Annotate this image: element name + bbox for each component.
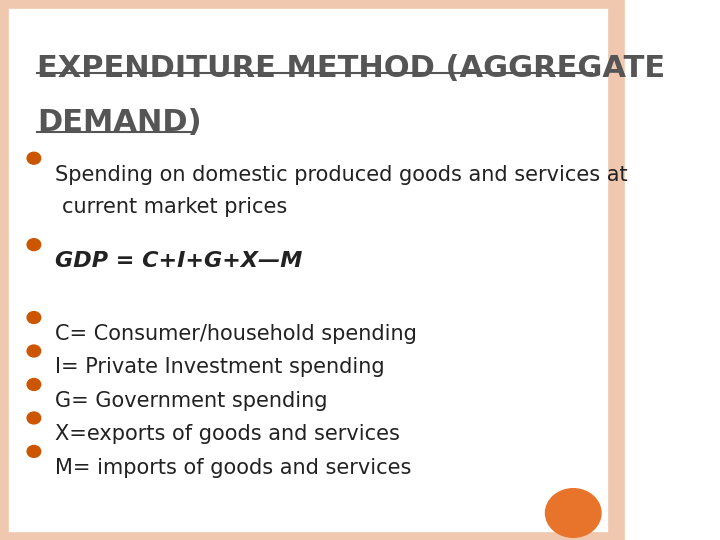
Text: current market prices: current market prices bbox=[62, 197, 287, 217]
Circle shape bbox=[27, 152, 41, 164]
Text: Spending on domestic produced goods and services at: Spending on domestic produced goods and … bbox=[55, 165, 628, 185]
Circle shape bbox=[27, 239, 41, 251]
Text: EXPENDITURE METHOD (AGGREGATE: EXPENDITURE METHOD (AGGREGATE bbox=[37, 54, 665, 83]
Circle shape bbox=[27, 312, 41, 323]
Text: M= imports of goods and services: M= imports of goods and services bbox=[55, 458, 412, 478]
Circle shape bbox=[27, 345, 41, 357]
Text: DEMAND): DEMAND) bbox=[37, 108, 202, 137]
Text: GDP = C+I+G+X—M: GDP = C+I+G+X—M bbox=[55, 251, 303, 271]
Text: X=exports of goods and services: X=exports of goods and services bbox=[55, 424, 400, 444]
FancyBboxPatch shape bbox=[0, 0, 616, 540]
Text: G= Government spending: G= Government spending bbox=[55, 391, 328, 411]
Circle shape bbox=[27, 379, 41, 390]
Text: I= Private Investment spending: I= Private Investment spending bbox=[55, 357, 385, 377]
Circle shape bbox=[546, 489, 601, 537]
Circle shape bbox=[27, 412, 41, 424]
Text: C= Consumer/household spending: C= Consumer/household spending bbox=[55, 324, 418, 344]
Circle shape bbox=[27, 446, 41, 457]
